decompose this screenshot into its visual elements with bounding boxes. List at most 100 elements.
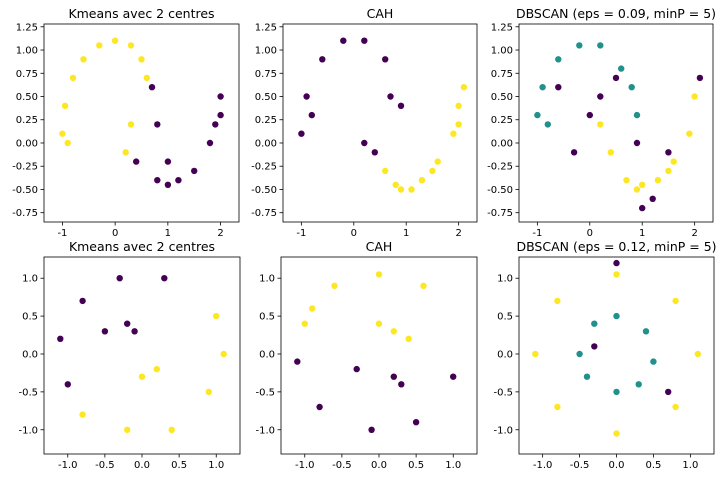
y-tick-label: -1.0 — [493, 425, 513, 436]
data-point-yellow — [138, 373, 146, 380]
data-point-yellow — [613, 430, 620, 437]
data-point-teal — [597, 42, 604, 49]
x-tick-label: 0.5 — [408, 460, 424, 471]
data-point-purple — [613, 259, 620, 267]
x-tick-label: 1 — [403, 228, 409, 239]
x-tick-label: 0.5 — [645, 460, 661, 471]
axes-frame — [518, 256, 715, 455]
panel-moons-dbscan: DBSCAN (eps = 0.09, minP = 5) -1 0 1 2 -0.75 -… — [487, 6, 716, 239]
data-point-purple — [154, 177, 161, 184]
data-point-purple — [148, 84, 156, 91]
data-point-yellow — [168, 426, 175, 433]
panel-title: DBSCAN (eps = 0.12, minP = 5) — [516, 239, 716, 254]
y-tick-label: -0.75 — [12, 208, 38, 219]
data-point-purple — [665, 149, 672, 156]
data-point-yellow — [450, 130, 457, 137]
y-tick-label: 0.50 — [491, 92, 513, 103]
data-point-yellow — [597, 121, 604, 128]
y-tick-label: 1.0 — [497, 274, 513, 285]
x-tick-label: 2 — [455, 228, 461, 239]
x-tick-label: -1 — [57, 228, 67, 239]
panel-moons-cah: CAH -1 0 1 2 -0.75 -0.50 -0.25 0.00 0.25 0.50 0.75 1… — [251, 6, 478, 239]
y-tick-label: -1.0 — [255, 425, 275, 436]
data-point-yellow — [301, 320, 308, 327]
data-point-purple — [361, 139, 368, 147]
data-point-purple — [397, 102, 405, 110]
data-point-yellow — [554, 403, 561, 411]
x-tick-label: 1.0 — [208, 460, 224, 471]
y-tick-label: 0.5 — [497, 312, 513, 323]
y-tick-label: 0.50 — [16, 92, 38, 103]
data-point-purple — [450, 373, 457, 380]
y-tick-label: 0.00 — [491, 138, 513, 149]
y-tick-label: -0.50 — [12, 185, 38, 196]
data-point-teal — [613, 312, 620, 320]
data-point-yellow — [111, 37, 119, 44]
data-point-yellow — [96, 42, 103, 49]
data-point-teal — [618, 65, 625, 72]
data-point-yellow — [331, 282, 338, 289]
data-point-yellow — [408, 186, 415, 193]
x-tick-label: 2 — [217, 228, 223, 239]
y-tick-label: -0.50 — [251, 185, 277, 196]
axes-frame — [43, 256, 241, 455]
data-point-yellow — [390, 328, 397, 335]
x-tick-label: 1.0 — [682, 460, 698, 471]
y-tick-label: 0.75 — [16, 69, 38, 80]
x-tick-label: 0 — [112, 228, 118, 239]
data-point-purple — [597, 93, 604, 100]
y-tick-label: -1.0 — [18, 425, 38, 436]
data-point-purple — [308, 111, 315, 119]
data-point-purple — [116, 275, 123, 282]
data-point-purple — [133, 158, 140, 165]
data-point-purple — [79, 297, 86, 305]
y-tick-label: -0.75 — [487, 208, 513, 219]
x-tick-label: 0.0 — [134, 460, 150, 471]
data-point-yellow — [397, 186, 405, 193]
data-point-yellow — [309, 305, 316, 312]
x-tick-label: -0.5 — [570, 460, 590, 471]
x-tick-label: -0.5 — [95, 460, 115, 471]
y-tick-label: 0.25 — [16, 115, 38, 126]
data-point-yellow — [405, 335, 412, 342]
x-tick-label: 0.0 — [371, 460, 387, 471]
data-point-purple — [154, 121, 161, 128]
data-point-purple — [164, 158, 172, 165]
data-point-purple — [612, 74, 620, 82]
axes-frame — [518, 23, 714, 223]
data-point-purple — [191, 167, 198, 175]
data-point-yellow — [672, 403, 679, 411]
data-point-purple — [649, 195, 656, 202]
data-point-purple — [161, 275, 168, 282]
data-point-yellow — [532, 350, 539, 358]
panel-title: Kmeans avec 2 centres — [69, 239, 215, 254]
y-tick-label: 1.00 — [16, 46, 38, 57]
panel-circles-kmeans: Kmeans avec 2 centres -1.0 -0.5 0.0 0.5 1.0 -1… — [18, 239, 241, 471]
data-point-purple — [101, 328, 109, 335]
data-point-yellow — [613, 271, 620, 278]
data-point-teal — [539, 84, 546, 91]
x-tick-label: -1.0 — [533, 460, 553, 471]
y-tick-label: -0.25 — [487, 162, 513, 173]
data-point-yellow — [607, 149, 614, 156]
axes-frame — [43, 23, 240, 223]
data-point-teal — [650, 358, 657, 365]
data-point-yellow — [375, 320, 383, 327]
y-tick-label: -0.50 — [487, 185, 513, 196]
y-tick-label: 0.5 — [259, 312, 275, 323]
data-point-teal — [576, 42, 583, 49]
data-point-yellow — [429, 167, 436, 175]
y-tick-label: 0.50 — [255, 92, 277, 103]
y-tick-label: 0.0 — [497, 349, 513, 360]
y-tick-label: 1.0 — [22, 274, 38, 285]
data-point-purple — [212, 121, 219, 128]
data-point-purple — [591, 343, 598, 350]
panel-title: CAH — [366, 239, 393, 254]
data-point-teal — [628, 84, 635, 91]
data-point-purple — [398, 381, 405, 388]
x-tick-label: -1 — [296, 228, 306, 239]
data-point-teal — [544, 121, 551, 128]
data-point-purple — [164, 181, 172, 188]
data-point-teal — [591, 320, 598, 327]
y-tick-label: 1.25 — [491, 22, 513, 33]
